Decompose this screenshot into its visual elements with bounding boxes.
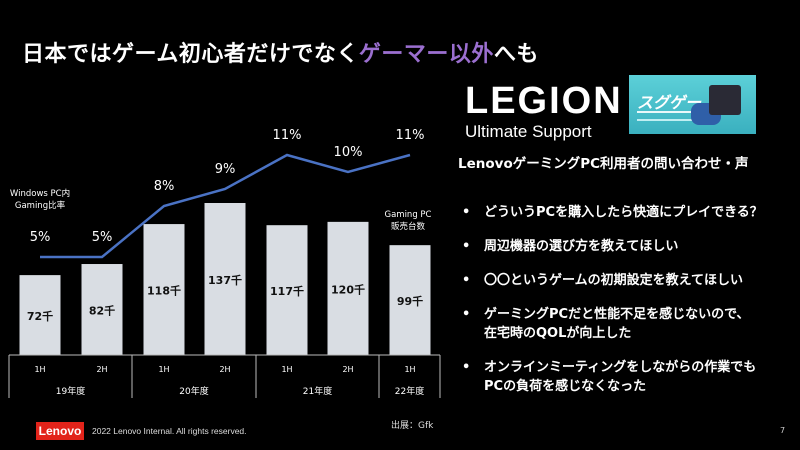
group-label: 21年度 — [303, 385, 332, 397]
group-label: 22年度 — [395, 385, 424, 397]
page-number: 7 — [780, 426, 786, 435]
line-label: 8% — [154, 179, 175, 194]
bar-legend: Gaming PC — [385, 210, 432, 220]
group-label: 20年度 — [179, 385, 208, 397]
bar — [204, 203, 246, 355]
question-item: • 周辺機器の選び方を教えてほしい — [462, 237, 763, 256]
line-legend: Gaming比率 — [15, 200, 66, 211]
line-label: 9% — [215, 162, 236, 177]
line-series — [40, 153, 411, 259]
bar — [81, 264, 123, 355]
bullet-icon: • — [462, 273, 471, 288]
x-tick-label: 1H — [34, 365, 45, 374]
bar — [389, 245, 431, 355]
bullet-icon: • — [462, 205, 471, 220]
bar-label: 72千 — [27, 309, 53, 323]
bar — [266, 225, 308, 355]
bar-legend: 販売台数 — [391, 221, 426, 232]
question-item: • 〇〇というゲームの初期設定を教えてほしい — [462, 271, 763, 290]
slide-title: 日本ではゲーム初心者だけでなくゲーマー以外へも — [22, 36, 539, 68]
promo-text: スグゲー — [637, 93, 702, 112]
line-label: 11% — [396, 128, 425, 143]
line-label: 5% — [30, 230, 51, 245]
x-tick-label: 2H — [219, 365, 230, 374]
bar — [19, 275, 61, 355]
question-text: オンラインミーティングをしながらの作業でも — [484, 360, 757, 375]
source-note: 出展：Gfk — [391, 421, 434, 431]
x-tick-label: 1H — [158, 365, 169, 374]
questions-heading: LenovoゲーミングPC利用者の問い合わせ・声 — [458, 156, 749, 172]
question-item: • ゲーミングPCだと性能不足を感じないので、 在宅時のQOLが向上した — [462, 305, 763, 343]
question-text: ゲーミングPCだと性能不足を感じないので、 — [484, 307, 750, 322]
bar-label: 137千 — [208, 273, 242, 287]
bar — [327, 221, 369, 355]
legion-logo: LEGION Ultimate Support — [465, 82, 623, 142]
promo-line — [637, 111, 692, 113]
question-item: • どういうPCを購入したら快適にプレイできる？ — [462, 203, 763, 222]
copyright: 2022 Lenovo Internal. All rights reserve… — [92, 426, 247, 436]
bullet-icon: • — [462, 360, 471, 375]
question-text: 〇〇というゲームの初期設定を教えてほしい — [484, 273, 743, 288]
x-tick-label: 1H — [281, 365, 292, 374]
bar-label: 117千 — [270, 284, 304, 298]
x-tick-label: 2H — [96, 365, 107, 374]
bullet-icon: • — [462, 307, 471, 322]
bar-label: 99千 — [397, 294, 423, 308]
bullet-icon: • — [462, 239, 471, 254]
bar-label: 118千 — [147, 284, 181, 298]
legion-wordmark: LEGION — [465, 80, 623, 122]
line-label: 11% — [273, 128, 302, 143]
title-text-end: へも — [493, 42, 539, 67]
x-tick-label: 1H — [404, 365, 415, 374]
line-legend: Windows PC内 — [10, 188, 70, 199]
question-item: • オンラインミーティングをしながらの作業でも PCの負荷を感じなくなった — [462, 358, 763, 396]
bar-label: 82千 — [89, 304, 115, 318]
group-label: 19年度 — [56, 385, 85, 397]
line-label: 5% — [92, 230, 113, 245]
question-text: PCの負荷を感じなくなった — [484, 379, 647, 394]
promo-line — [637, 119, 697, 121]
question-text: 在宅時のQOLが向上した — [484, 326, 632, 341]
legion-subtitle: Ultimate Support — [465, 122, 592, 141]
title-highlight: ゲーマー以外 — [358, 42, 494, 67]
line-label: 10% — [334, 145, 363, 160]
lenovo-logo: Lenovo — [36, 422, 84, 440]
question-text: どういうPCを購入したら快適にプレイできる？ — [484, 205, 763, 220]
questions-list: • どういうPCを購入したら快適にプレイできる？ • 周辺機器の選び方を教えてほしい •… — [462, 203, 763, 411]
x-tick-label: 2H — [342, 365, 353, 374]
bar-label: 120千 — [331, 282, 365, 296]
bar — [143, 224, 185, 355]
sales-chart: 72千 82千 118千 137千 117千 120千 99千 5% 5% 8% 9% 11% 10% 1… — [8, 128, 441, 398]
title-text: 日本ではゲーム初心者だけでなく — [22, 42, 359, 67]
backpack-illustration — [709, 85, 741, 115]
promo-banner-image: スグゲー — [629, 75, 756, 134]
question-text: 周辺機器の選び方を教えてほしい — [484, 239, 679, 254]
